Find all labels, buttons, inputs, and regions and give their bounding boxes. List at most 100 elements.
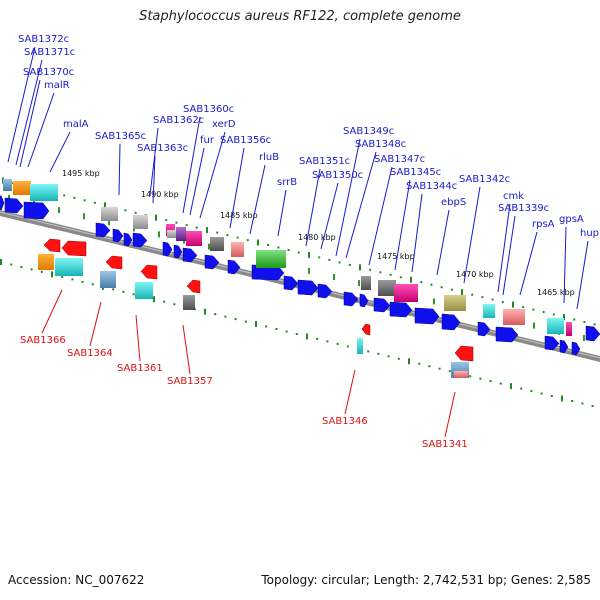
tick-mark <box>265 326 267 328</box>
gene-feature-box <box>361 276 371 290</box>
gene-label-sab1366[interactable]: SAB1366 <box>20 335 66 346</box>
tick-mark <box>224 316 226 318</box>
gene-label-sab1372c[interactable]: SAB1372c <box>18 34 69 45</box>
tick-mark <box>247 239 249 241</box>
tick-mark <box>500 383 502 385</box>
gene-label-sab1341[interactable]: SAB1341 <box>422 439 468 450</box>
tick-mark <box>277 247 279 249</box>
gene-leader-hup <box>577 241 588 309</box>
tick-mark <box>288 249 290 251</box>
gene-feature-box <box>210 237 224 251</box>
gene-label-sab1356c[interactable]: SAB1356c <box>220 135 271 146</box>
tick-mark <box>583 335 585 341</box>
gene-arrow-reverse <box>44 239 60 252</box>
gene-label-sab1339c[interactable]: SAB1339c <box>498 203 549 214</box>
gene-label-sab1348c[interactable]: SAB1348c <box>355 139 406 150</box>
scale-label: 1465 kbp <box>537 288 575 297</box>
gene-leader-sab1344c <box>412 194 422 272</box>
tick-mark <box>112 288 114 290</box>
gene-label-rlub[interactable]: rluB <box>259 152 279 163</box>
gene-feature-box <box>3 179 12 191</box>
gene-leader-sab1361 <box>136 315 140 361</box>
scale-label: 1485 kbp <box>220 211 258 220</box>
tick-mark <box>92 283 94 285</box>
gene-label-sab1342c[interactable]: SAB1342c <box>459 174 510 185</box>
gene-label-sab1357[interactable]: SAB1357 <box>167 376 213 387</box>
tick-mark <box>41 271 43 273</box>
gene-label-sab1360c[interactable]: SAB1360c <box>183 104 234 115</box>
tick-mark <box>0 259 2 265</box>
gene-label-sab1345c[interactable]: SAB1345c <box>390 167 441 178</box>
tick-mark <box>163 301 165 303</box>
tick-mark <box>158 231 160 237</box>
tick-mark <box>428 365 430 367</box>
gene-label-xerd[interactable]: xerD <box>212 119 236 130</box>
gene-feature-box <box>566 322 572 336</box>
gene-label-rpsa[interactable]: rpsA <box>532 219 555 230</box>
gene-label-gpsa[interactable]: gpsA <box>559 214 584 225</box>
tick-mark <box>581 403 583 405</box>
gene-feature-box <box>135 282 153 299</box>
gene-label-sab1371c[interactable]: SAB1371c <box>24 47 75 58</box>
tick-mark <box>73 197 75 199</box>
tick-mark <box>451 289 453 291</box>
tick-mark <box>255 321 257 327</box>
tick-mark <box>471 294 473 296</box>
tick-mark <box>153 296 155 302</box>
gene-feature-box <box>13 181 31 195</box>
gene-leader-sab1342c <box>464 187 480 283</box>
gene-label-sab1349c[interactable]: SAB1349c <box>343 126 394 137</box>
tick-mark <box>308 268 310 274</box>
gene-label-cmk[interactable]: cmk <box>503 191 524 202</box>
gene-label-sab1362c[interactable]: SAB1362c <box>153 115 204 126</box>
gene-label-sab1351c[interactable]: SAB1351c <box>299 156 350 167</box>
gene-feature-box <box>100 271 116 288</box>
scale-labels: 1495 kbp1490 kbp1485 kbp1480 kbp1475 kbp… <box>62 169 575 297</box>
gene-label-fur[interactable]: fur <box>200 135 215 146</box>
gene-label-sab1364[interactable]: SAB1364 <box>67 348 113 359</box>
gene-label-malr[interactable]: malR <box>44 80 70 91</box>
gene-leader-malr <box>28 93 54 167</box>
tick-mark <box>377 353 379 355</box>
gene-label-ebps[interactable]: ebpS <box>441 197 466 208</box>
scale-label: 1475 kbp <box>377 252 415 261</box>
tick-mark <box>347 345 349 347</box>
tick-mark <box>510 383 512 389</box>
gene-label-hup[interactable]: hup <box>580 228 599 239</box>
gene-arrow-forward <box>0 195 4 210</box>
gene-label-sab1370c[interactable]: SAB1370c <box>23 67 74 78</box>
tick-mark <box>122 291 124 293</box>
gene-label-sab1347c[interactable]: SAB1347c <box>374 154 425 165</box>
tick-mark <box>235 318 237 320</box>
tick-mark <box>339 261 341 263</box>
gene-arrow-reverse <box>106 256 122 269</box>
tick-mark <box>571 400 573 402</box>
tick-mark <box>298 252 300 254</box>
gene-label-sab1344c[interactable]: SAB1344c <box>406 181 457 192</box>
gene-arrow-reverse <box>455 346 473 361</box>
tick-mark <box>267 244 269 246</box>
gene-leader-sab1347c <box>369 167 392 265</box>
tick-mark <box>84 199 86 201</box>
gene-label-srrb[interactable]: srrB <box>277 177 297 188</box>
gene-label-sab1346[interactable]: SAB1346 <box>322 416 368 427</box>
gene-label-sab1365c[interactable]: SAB1365c <box>95 131 146 142</box>
tick-mark <box>175 222 177 224</box>
gene-label-sab1350c[interactable]: SAB1350c <box>312 170 363 181</box>
tick-mark <box>237 237 239 239</box>
tick-mark <box>286 331 288 333</box>
gene-label-sab1363c[interactable]: SAB1363c <box>137 143 188 154</box>
tick-mark <box>94 202 96 204</box>
tick-mark <box>418 363 420 365</box>
tick-mark <box>583 321 585 323</box>
gene-label-mala[interactable]: malA <box>63 119 89 130</box>
gene-label-sab1361[interactable]: SAB1361 <box>117 363 163 374</box>
tick-mark <box>82 281 84 283</box>
tick-mark <box>420 281 422 283</box>
gene-leader-ebps <box>437 210 449 275</box>
tick-mark <box>61 276 63 278</box>
gene-arrow-reverse <box>141 265 157 279</box>
tick-mark <box>316 338 318 340</box>
gene-feature-box <box>55 258 83 276</box>
tick-mark <box>388 355 390 357</box>
